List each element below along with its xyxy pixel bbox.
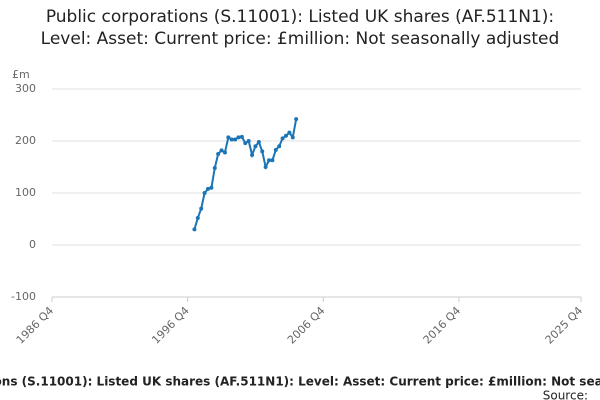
point xyxy=(192,227,197,232)
point xyxy=(260,149,265,154)
y-tick-label: 200 xyxy=(15,134,36,147)
point xyxy=(250,153,255,158)
x-tick-label: 2016 Q4 xyxy=(421,304,464,347)
x-tick-label: 1986 Q4 xyxy=(14,304,57,347)
point xyxy=(236,135,241,140)
point xyxy=(267,158,272,163)
point xyxy=(283,133,288,138)
x-tick-label: 1996 Q4 xyxy=(149,304,192,347)
point xyxy=(216,152,221,156)
footer-title: Public corporations (S.11001): Listed UK… xyxy=(0,375,600,389)
point xyxy=(205,186,210,191)
point xyxy=(209,185,214,190)
point xyxy=(287,130,292,135)
point xyxy=(256,140,261,145)
chart-title: Public corporations (S.11001): Listed UK… xyxy=(40,7,560,49)
x-tick-label: 2006 Q4 xyxy=(285,304,328,347)
point xyxy=(290,135,295,140)
point xyxy=(212,166,217,171)
point xyxy=(226,135,231,140)
point xyxy=(202,191,207,195)
point xyxy=(263,165,268,169)
y-tick-label: -100 xyxy=(11,290,36,303)
point xyxy=(273,147,278,152)
source: Source: xyxy=(543,389,588,400)
point xyxy=(270,158,275,163)
y-tick-label: 100 xyxy=(15,186,36,199)
point xyxy=(239,134,244,139)
point xyxy=(253,144,258,149)
point xyxy=(294,117,299,122)
point xyxy=(277,144,282,149)
point xyxy=(246,139,251,143)
point xyxy=(280,136,285,141)
point xyxy=(219,148,224,153)
point xyxy=(222,150,227,155)
y-tick-label: 0 xyxy=(29,238,36,251)
point xyxy=(229,137,234,142)
y-tick-label: 300 xyxy=(15,82,36,95)
point xyxy=(195,215,200,220)
x-tick-label: 2025 Q4 xyxy=(543,304,586,347)
point xyxy=(233,137,238,142)
y-axis-label: £m xyxy=(12,68,30,81)
point xyxy=(243,141,248,146)
series-line xyxy=(193,118,298,230)
point xyxy=(199,206,204,211)
